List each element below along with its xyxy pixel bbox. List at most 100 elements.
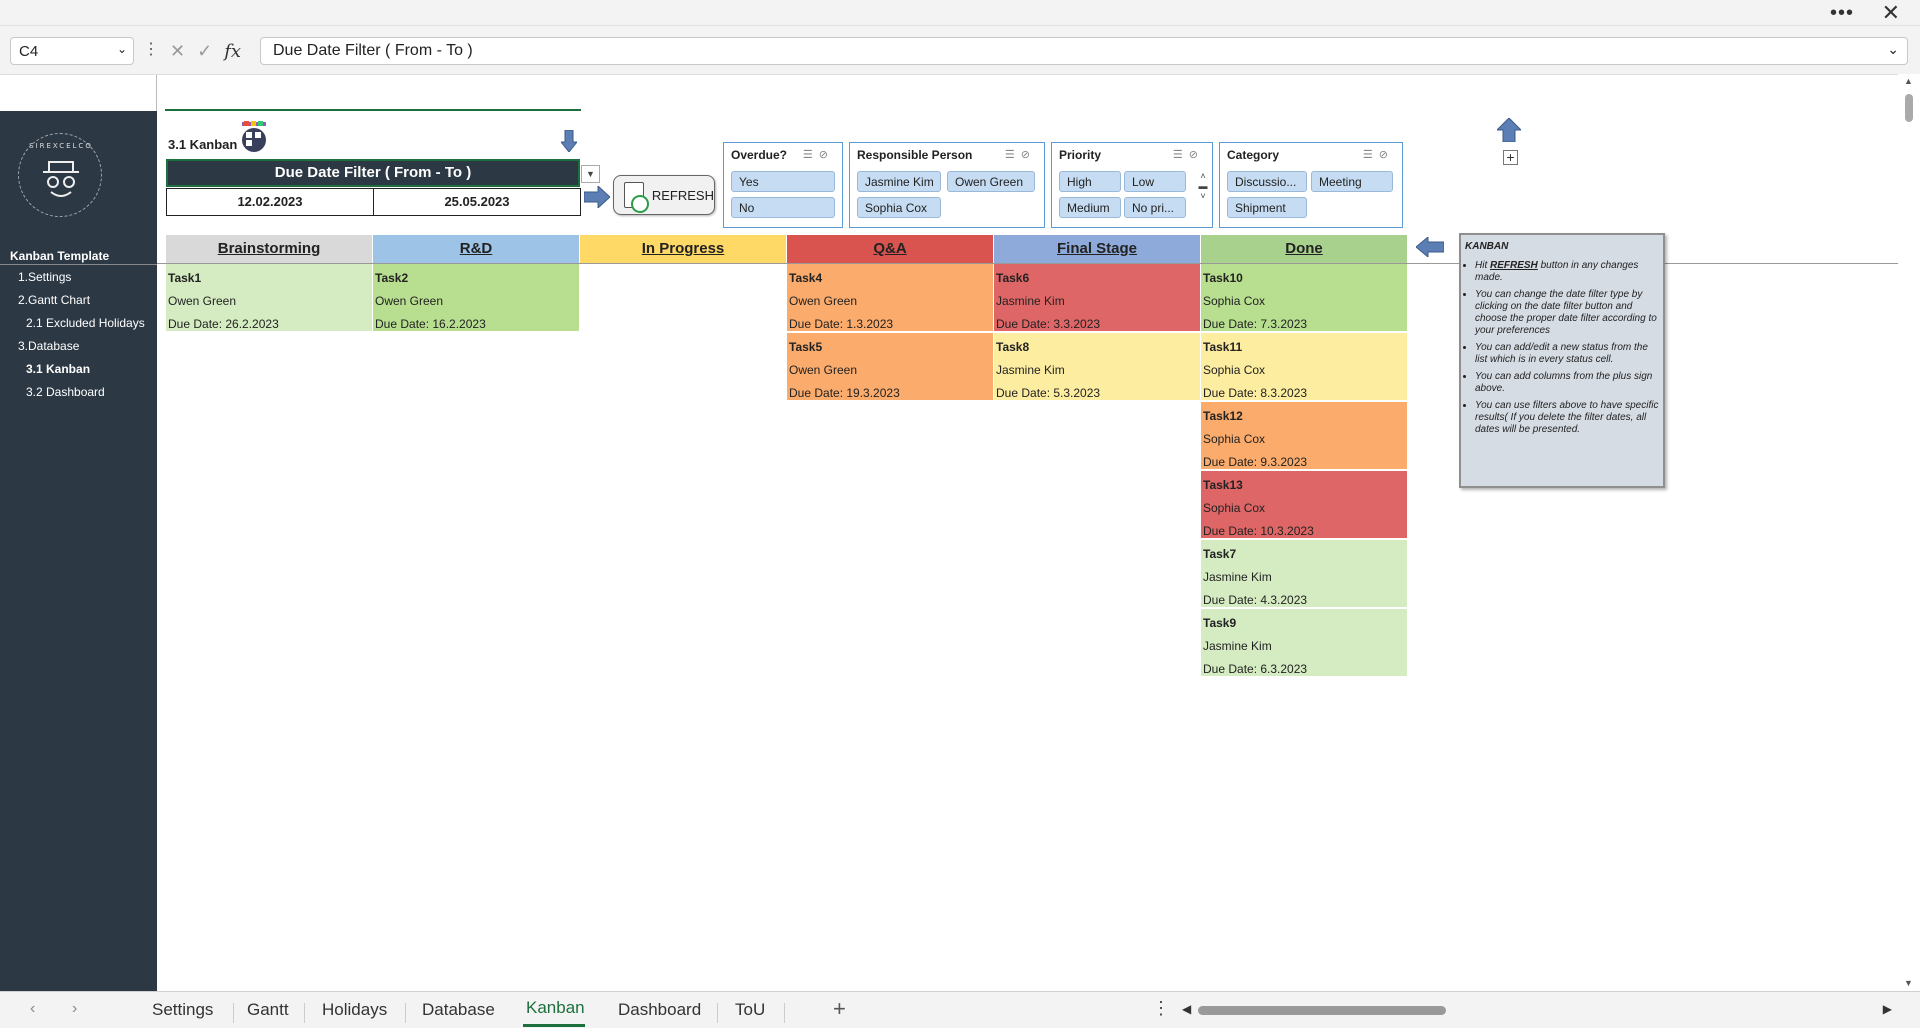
refresh-icon [624, 182, 649, 213]
slicer-scrollbar[interactable]: ˄ ▬ ˅ [1198, 171, 1208, 201]
multi-select-icon[interactable]: ☰ [1004, 149, 1021, 161]
slicer-item-meeting[interactable]: Meeting [1311, 171, 1393, 192]
date-from-cell[interactable]: 12.02.2023 [166, 188, 374, 216]
column-header-final-stage[interactable]: Final Stage [994, 235, 1201, 263]
tab-kanban[interactable]: Kanban [526, 998, 585, 1017]
task-card[interactable]: Task11 Sophia Cox Due Date: 8.3.2023 [1201, 333, 1407, 401]
cancel-icon[interactable]: ✕ [170, 40, 186, 61]
arrow-left-icon [1416, 237, 1444, 257]
note-item: You can add columns from the plus sign a… [1475, 371, 1659, 395]
add-column-icon[interactable]: + [1503, 150, 1518, 165]
clear-filter-icon[interactable]: ⊘ [818, 149, 834, 161]
title-bar: ••• ✕ [0, 0, 1920, 26]
chevron-left-icon[interactable]: ‹ [30, 1000, 36, 1017]
scroll-up-icon[interactable]: ▲ [1904, 76, 1913, 86]
formula-value: Due Date Filter ( From - To ) [273, 42, 473, 59]
task-card[interactable]: Task4 Owen Green Due Date: 1.3.2023 [787, 264, 993, 332]
date-filter-dropdown-icon[interactable]: ▼ [581, 165, 600, 183]
check-icon[interactable]: ✓ [197, 40, 213, 61]
vertical-scrollbar[interactable]: ▲ ▼ [1898, 74, 1920, 990]
note-title: KANBAN [1465, 241, 1509, 252]
name-box[interactable]: C4 ⌄ [10, 37, 134, 65]
frozen-corner [0, 75, 157, 112]
date-filter-header[interactable]: Due Date Filter ( From - To ) [166, 159, 580, 187]
note-item: You can change the date filter type by c… [1475, 289, 1659, 337]
logo: SIREXCELCO [18, 133, 102, 217]
task-card[interactable]: Task2 Owen Green Due Date: 16.2.2023 [373, 264, 579, 332]
multi-select-icon[interactable]: ☰ [802, 149, 819, 161]
add-sheet-icon[interactable]: + [833, 996, 846, 1021]
multi-select-icon[interactable]: ☰ [1172, 149, 1189, 161]
more-options-icon[interactable]: ••• [1829, 2, 1854, 24]
sidebar-item-database[interactable]: 3.Database [18, 339, 80, 353]
task-card[interactable]: Task7 Jasmine Kim Due Date: 4.3.2023 [1201, 540, 1407, 608]
multi-select-icon[interactable]: ☰ [1362, 149, 1379, 161]
slicer-title: Overdue? [731, 148, 788, 162]
scroll-right-icon[interactable]: ▶ [1882, 1002, 1892, 1016]
tab-tou[interactable]: ToU [735, 1000, 766, 1019]
column-header-done[interactable]: Done [1201, 235, 1408, 263]
scroll-thumb[interactable] [1198, 1006, 1446, 1015]
note-item: You can use filters above to have specif… [1475, 400, 1659, 436]
column-header-brainstorming[interactable]: Brainstorming [166, 235, 373, 263]
task-person: Sophia Cox [1203, 363, 1266, 377]
vertical-dots-icon[interactable]: ⋮ [143, 41, 159, 58]
expand-formula-icon[interactable]: ⌄ [1887, 41, 1899, 57]
tab-holidays[interactable]: Holidays [322, 1000, 388, 1019]
slicer-item-high[interactable]: High [1059, 171, 1121, 192]
slicer-item-medium[interactable]: Medium [1059, 197, 1121, 218]
slicer-item-sophia[interactable]: Sophia Cox [857, 197, 941, 218]
task-card[interactable]: Task5 Owen Green Due Date: 19.3.2023 [787, 333, 993, 401]
function-icon[interactable]: fx [224, 40, 242, 62]
slicer-item-no-priority[interactable]: No pri... [1124, 197, 1186, 218]
task-card[interactable]: Task1 Owen Green Due Date: 26.2.2023 [166, 264, 372, 332]
refresh-button[interactable]: REFRESH [613, 175, 715, 215]
task-card[interactable]: Task12 Sophia Cox Due Date: 9.3.2023 [1201, 402, 1407, 470]
slicer-title: Category [1227, 148, 1280, 162]
sidebar-item-dashboard[interactable]: 3.2 Dashboard [26, 385, 105, 399]
clear-filter-icon[interactable]: ⊘ [1020, 149, 1036, 161]
sidebar-item-holidays[interactable]: 2.1 Excluded Holidays [26, 316, 145, 330]
slicer-item-low[interactable]: Low [1124, 171, 1186, 192]
task-person: Jasmine Kim [996, 363, 1065, 377]
horizontal-scrollbar[interactable]: ◀ ▶ [1180, 1002, 1892, 1018]
task-card[interactable]: Task6 Jasmine Kim Due Date: 3.3.2023 [994, 264, 1200, 332]
slicer-item-discussion[interactable]: Discussio... [1227, 171, 1307, 192]
note-list: Hit REFRESH button in any changes made. … [1465, 260, 1659, 436]
scroll-left-icon[interactable]: ◀ [1182, 1002, 1192, 1016]
tab-database[interactable]: Database [422, 1000, 495, 1019]
slicer-item-shipment[interactable]: Shipment [1227, 197, 1307, 218]
formula-input[interactable]: Due Date Filter ( From - To ) ⌄ [260, 37, 1908, 65]
clear-filter-icon[interactable]: ⊘ [1188, 149, 1204, 161]
date-to-cell[interactable]: 25.05.2023 [373, 188, 581, 216]
sidebar-item-gantt[interactable]: 2.Gantt Chart [18, 293, 91, 307]
tab-settings[interactable]: Settings [152, 1000, 214, 1019]
column-header-rnd[interactable]: R&D [373, 235, 580, 263]
chevron-right-icon[interactable]: › [72, 1000, 78, 1017]
slicer-item-jasmine[interactable]: Jasmine Kim [857, 171, 941, 192]
column-header-in-progress[interactable]: In Progress [580, 235, 787, 263]
sidebar-item-kanban[interactable]: 3.1 Kanban [26, 362, 91, 376]
tab-gantt[interactable]: Gantt [247, 1000, 289, 1019]
note-item: You can add/edit a new status from the l… [1475, 342, 1659, 366]
slicer-item-yes[interactable]: Yes [731, 171, 835, 192]
task-card[interactable]: Task8 Jasmine Kim Due Date: 5.3.2023 [994, 333, 1200, 401]
slicer-item-no[interactable]: No [731, 197, 835, 218]
column-header-qa[interactable]: Q&A [787, 235, 994, 263]
task-card[interactable]: Task9 Jasmine Kim Due Date: 6.3.2023 [1201, 609, 1407, 677]
task-card[interactable]: Task10 Sophia Cox Due Date: 7.3.2023 [1201, 264, 1407, 332]
task-name: Task13 [1203, 478, 1243, 492]
task-card[interactable]: Task13 Sophia Cox Due Date: 10.3.2023 [1201, 471, 1407, 539]
vertical-dots-icon[interactable]: ⋮ [1152, 998, 1170, 1018]
close-icon[interactable]: ✕ [1881, 0, 1900, 25]
chevron-down-icon[interactable]: ⌄ [116, 42, 127, 56]
refresh-label: REFRESH [651, 187, 714, 203]
clear-filter-icon[interactable]: ⊘ [1378, 149, 1394, 161]
scroll-thumb[interactable] [1905, 94, 1913, 122]
note-item: Hit REFRESH button in any changes made. [1475, 260, 1659, 284]
sidebar-item-settings[interactable]: 1.Settings [18, 270, 72, 284]
sheet-tab-bar: ‹ › Settings Gantt Holidays Database Kan… [0, 991, 1920, 1028]
slicer-item-owen[interactable]: Owen Green [947, 171, 1035, 192]
tab-dashboard[interactable]: Dashboard [618, 1000, 702, 1019]
scroll-down-icon[interactable]: ▼ [1904, 978, 1913, 988]
